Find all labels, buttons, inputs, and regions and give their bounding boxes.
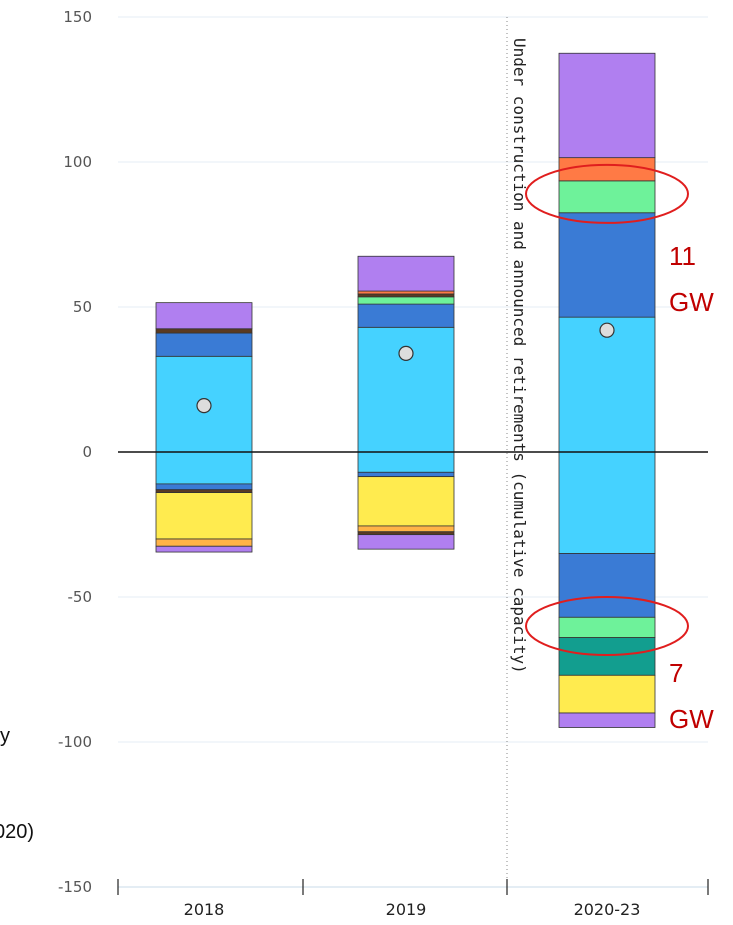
x-axis: 2018 2019 2020-23 [117, 879, 709, 919]
annotations: 11 GW 7 GW [525, 163, 714, 734]
y-tick-label: -100 [58, 733, 92, 751]
bar-segment-green [357, 296, 455, 305]
y-tick-label: 0 [82, 443, 92, 461]
bar-segment-light_blue [357, 451, 455, 473]
bar-segment-purple [357, 255, 455, 292]
x-tick-label: 2020-23 [574, 900, 641, 919]
bar-segment-dark_brown [357, 531, 455, 536]
bar-segment-dark_brown [357, 293, 455, 298]
cropped-text-bottom: 020) [0, 821, 34, 843]
y-tick-labels: 150 100 50 0 -50 -100 -150 [58, 8, 92, 896]
x-tick-label: 2019 [386, 900, 427, 919]
x-tick-label: 2018 [184, 900, 225, 919]
bar-segment-yellow [357, 476, 455, 527]
cropped-text-left: y [0, 725, 10, 747]
bars [155, 52, 656, 728]
y-tick-label: -50 [68, 588, 93, 606]
bar-segment-purple [357, 534, 455, 550]
bar-segment-teal [558, 637, 656, 676]
divider-label: Under construction and announced retirem… [510, 38, 529, 674]
bar-segment-orange [155, 538, 253, 547]
annotation-value: 11 [669, 241, 696, 271]
bar-segment-purple [558, 712, 656, 728]
annotation-ellipse [525, 596, 689, 656]
bar-segment-orange_red [558, 157, 656, 182]
net-marker-2018 [196, 398, 212, 414]
bar-segment-dark_brown [155, 489, 253, 494]
bar-stack-2018 [155, 302, 253, 553]
bar-segment-blue [155, 332, 253, 357]
bar-segment-purple [155, 545, 253, 553]
net-marker-2020-23 [599, 322, 615, 338]
bar-segment-orange [357, 525, 455, 533]
bar-segment-blue [558, 212, 656, 318]
bar-segment-blue [558, 553, 656, 618]
y-tick-label: 100 [63, 153, 92, 171]
y-tick-label: 150 [63, 8, 92, 26]
bar-segment-light_blue [558, 451, 656, 554]
y-tick-label: 50 [73, 298, 92, 316]
bar-stack-2019 [357, 255, 455, 550]
bar-stack-2020-23 [558, 52, 656, 728]
bar-segment-yellow [155, 492, 253, 540]
bar-segment-blue [155, 483, 253, 491]
bar-segment-green [558, 180, 656, 214]
y-tick-label: -150 [58, 878, 92, 896]
bar-segment-yellow [558, 674, 656, 714]
bar-segment-blue [357, 471, 455, 478]
bar-segment-blue [357, 303, 455, 328]
bar-segment-dark_brown [155, 328, 253, 334]
net-markers [196, 322, 615, 414]
net-marker-2019 [398, 345, 414, 361]
bar-segment-orange_red [357, 290, 455, 295]
bar-segment-light_blue [155, 451, 253, 485]
annotation-unit: GW [669, 704, 714, 734]
annotation-value: 7 [669, 658, 683, 688]
annotation-ellipse [525, 163, 689, 224]
bar-segment-purple [558, 52, 656, 159]
bar-segment-purple [155, 302, 253, 330]
annotation-unit: GW [669, 287, 714, 317]
bar-segment-green [558, 616, 656, 638]
